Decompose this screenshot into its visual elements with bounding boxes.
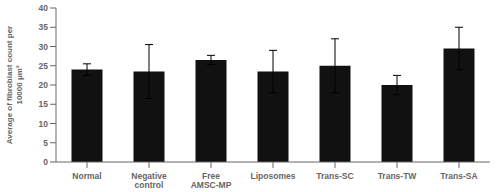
svg-text:35: 35 [39, 22, 49, 32]
svg-text:Liposomes: Liposomes [251, 171, 296, 181]
svg-text:40: 40 [39, 3, 49, 13]
svg-text:Trans-SC: Trans-SC [316, 171, 353, 181]
svg-text:20: 20 [39, 80, 49, 90]
svg-text:Average of fibroblast count pe: Average of fibroblast count per10000 μm² [8, 26, 24, 144]
svg-text:Trans-SA: Trans-SA [440, 171, 477, 181]
svg-text:Negativecontrol: Negativecontrol [131, 171, 167, 191]
svg-text:25: 25 [39, 61, 49, 71]
svg-text:15: 15 [39, 99, 49, 109]
svg-text:5: 5 [43, 138, 48, 148]
svg-text:30: 30 [39, 42, 49, 52]
svg-text:FreeAMSC-MP: FreeAMSC-MP [191, 171, 232, 191]
svg-text:Normal: Normal [72, 171, 101, 181]
svg-text:Trans-TW: Trans-TW [378, 171, 418, 181]
svg-text:10: 10 [39, 119, 49, 129]
svg-text:0: 0 [43, 157, 48, 167]
